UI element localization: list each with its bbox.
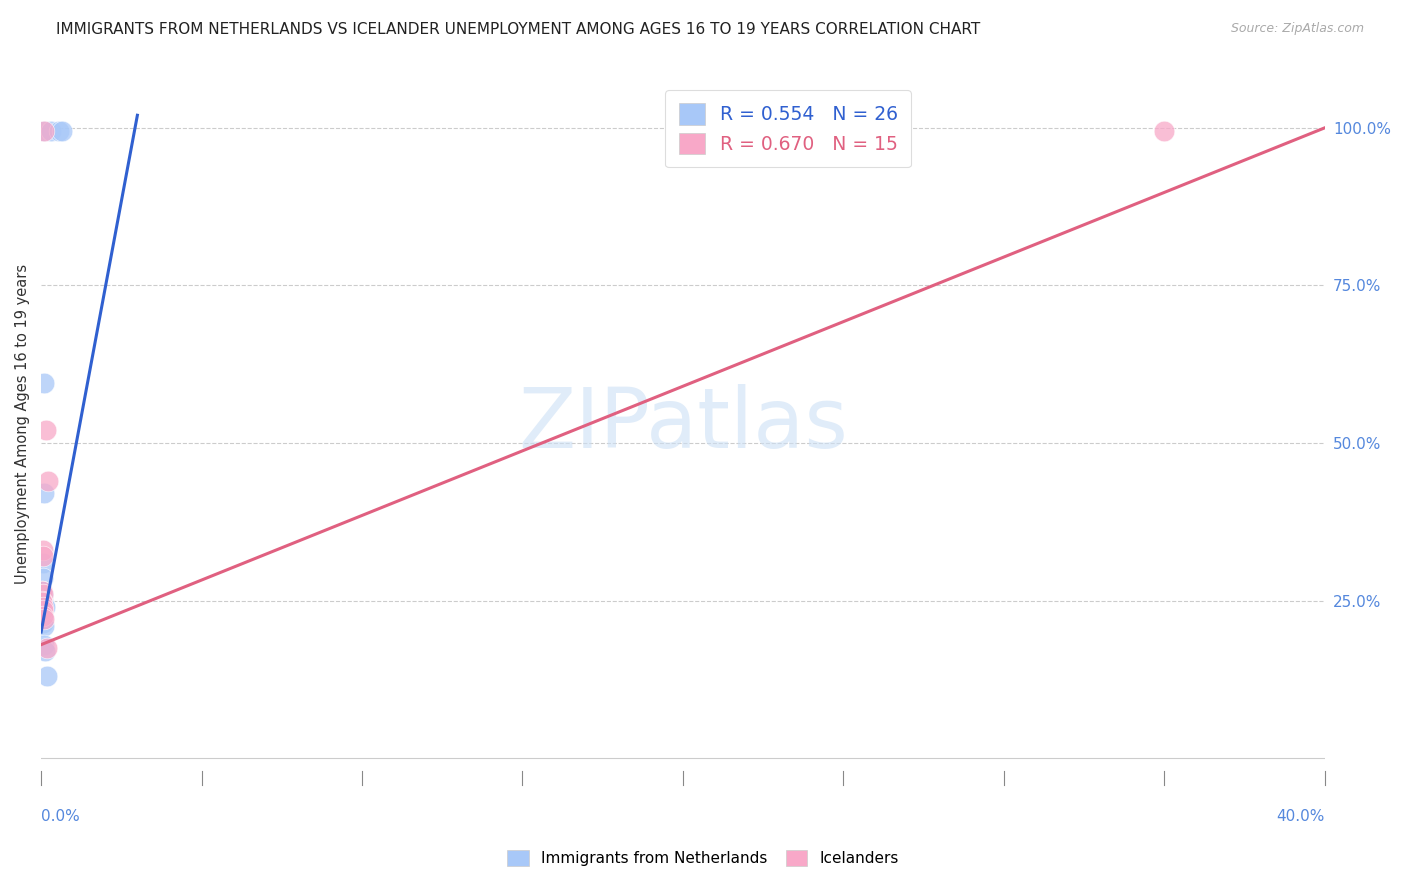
Point bbox=[31, 584, 53, 599]
Point bbox=[32, 486, 55, 500]
Point bbox=[31, 599, 53, 614]
Text: 40.0%: 40.0% bbox=[1277, 809, 1324, 824]
Point bbox=[31, 572, 53, 586]
Text: ZIPatlas: ZIPatlas bbox=[517, 384, 848, 465]
Point bbox=[31, 606, 53, 620]
Point bbox=[48, 124, 70, 138]
Point bbox=[35, 640, 58, 655]
Point bbox=[31, 595, 53, 609]
Point bbox=[31, 607, 53, 622]
Point bbox=[51, 124, 73, 138]
Point bbox=[32, 615, 55, 630]
Point bbox=[35, 423, 58, 437]
Point bbox=[31, 543, 53, 558]
Point bbox=[32, 638, 55, 652]
Point bbox=[34, 599, 56, 614]
Point bbox=[31, 584, 53, 599]
Point bbox=[31, 584, 53, 599]
Point bbox=[34, 598, 56, 612]
Point bbox=[39, 124, 62, 138]
Point bbox=[31, 593, 53, 607]
Point bbox=[32, 549, 55, 564]
Text: 0.0%: 0.0% bbox=[41, 809, 80, 824]
Point bbox=[34, 376, 56, 390]
Y-axis label: Unemployment Among Ages 16 to 19 years: Unemployment Among Ages 16 to 19 years bbox=[15, 264, 30, 584]
Point bbox=[32, 124, 55, 138]
Point bbox=[31, 587, 53, 601]
Point bbox=[32, 587, 55, 601]
Point bbox=[32, 612, 55, 626]
Legend: Immigrants from Netherlands, Icelanders: Immigrants from Netherlands, Icelanders bbox=[499, 842, 907, 873]
Point bbox=[32, 124, 55, 138]
Point bbox=[31, 556, 53, 570]
Point bbox=[37, 474, 59, 488]
Point bbox=[32, 597, 55, 611]
Legend: R = 0.554   N = 26, R = 0.670   N = 15: R = 0.554 N = 26, R = 0.670 N = 15 bbox=[665, 90, 911, 168]
Point bbox=[34, 644, 56, 658]
Text: IMMIGRANTS FROM NETHERLANDS VS ICELANDER UNEMPLOYMENT AMONG AGES 16 TO 19 YEARS : IMMIGRANTS FROM NETHERLANDS VS ICELANDER… bbox=[56, 22, 980, 37]
Point bbox=[32, 609, 55, 624]
Point bbox=[32, 619, 55, 633]
Point bbox=[35, 669, 58, 683]
Point bbox=[31, 603, 53, 617]
Point bbox=[34, 612, 56, 626]
Point bbox=[1153, 124, 1175, 138]
Point bbox=[32, 593, 55, 607]
Point bbox=[32, 589, 55, 603]
Text: Source: ZipAtlas.com: Source: ZipAtlas.com bbox=[1230, 22, 1364, 36]
Point bbox=[32, 595, 55, 609]
Point bbox=[32, 603, 55, 617]
